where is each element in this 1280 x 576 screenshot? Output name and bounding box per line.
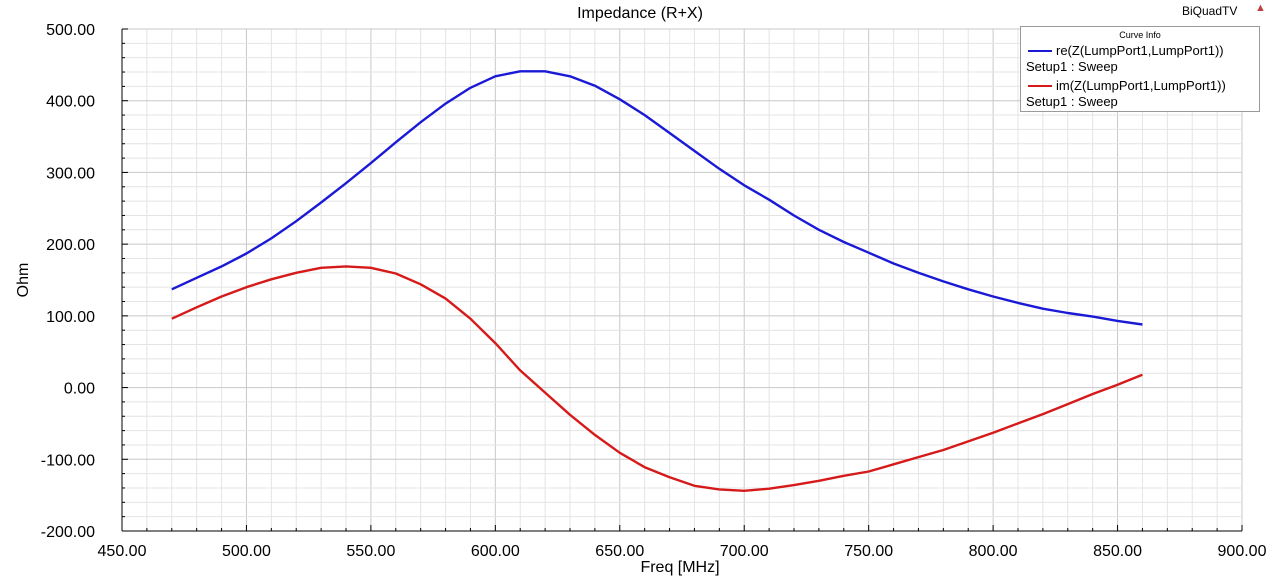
project-name: BiQuadTV xyxy=(1182,4,1238,18)
x-tick-label: 500.00 xyxy=(222,543,271,560)
y-tick-label: 500.00 xyxy=(46,22,95,39)
legend-label-im: im(Z(LumpPort1,LumpPort1)) xyxy=(1056,78,1226,93)
x-tick-label: 750.00 xyxy=(844,543,893,560)
x-axis-title: Freq [MHz] xyxy=(640,559,719,576)
series-line-im xyxy=(171,265,1143,492)
legend-title: Curve Info xyxy=(1119,30,1161,40)
legend-swatch-re xyxy=(1028,50,1052,52)
y-tick-label: 200.00 xyxy=(46,237,95,254)
x-tick-label: 800.00 xyxy=(969,543,1018,560)
chart-title: Impedance (R+X) xyxy=(577,5,703,22)
series-lines xyxy=(171,70,1143,492)
legend-setup-re: Setup1 : Sweep xyxy=(1026,59,1118,74)
series-line-re xyxy=(171,70,1143,326)
legend-setup-im: Setup1 : Sweep xyxy=(1026,94,1118,109)
plot-area xyxy=(122,29,1242,531)
grid xyxy=(121,28,1243,532)
legend-entry-im[interactable]: im(Z(LumpPort1,LumpPort1)) Setup1 : Swee… xyxy=(1021,76,1259,111)
y-tick-label: -200.00 xyxy=(41,524,95,541)
x-tick-label: 550.00 xyxy=(346,543,395,560)
y-tick-labels: -200.00 -100.00 0.00 100.00 200.00 300.00 400.… xyxy=(41,22,95,541)
y-tick-label: 100.00 xyxy=(46,309,95,326)
legend-label-re: re(Z(LumpPort1,LumpPort1)) xyxy=(1056,43,1224,58)
x-tick-label: 450.00 xyxy=(98,543,147,560)
x-tick-label: 900.00 xyxy=(1218,543,1267,560)
curve-info-legend[interactable]: Curve Info re(Z(LumpPort1,LumpPort1)) Se… xyxy=(1020,26,1260,112)
y-tick-label: -100.00 xyxy=(41,452,95,469)
x-tick-label: 650.00 xyxy=(595,543,644,560)
y-tick-label: 0.00 xyxy=(64,381,95,398)
axis-ticks xyxy=(121,28,1243,532)
y-tick-label: 300.00 xyxy=(46,165,95,182)
x-tick-label: 850.00 xyxy=(1093,543,1142,560)
x-tick-label: 600.00 xyxy=(471,543,520,560)
y-tick-label: 400.00 xyxy=(46,94,95,111)
expand-triangle-icon[interactable]: ▲ xyxy=(1255,2,1266,14)
legend-entry-re[interactable]: re(Z(LumpPort1,LumpPort1)) Setup1 : Swee… xyxy=(1021,41,1259,76)
x-tick-label: 700.00 xyxy=(720,543,769,560)
y-axis-title: Ohm xyxy=(15,263,32,298)
x-tick-labels: 450.00 500.00 550.00 600.00 650.00 700.00 750.… xyxy=(98,543,1267,560)
legend-swatch-im xyxy=(1028,85,1052,87)
